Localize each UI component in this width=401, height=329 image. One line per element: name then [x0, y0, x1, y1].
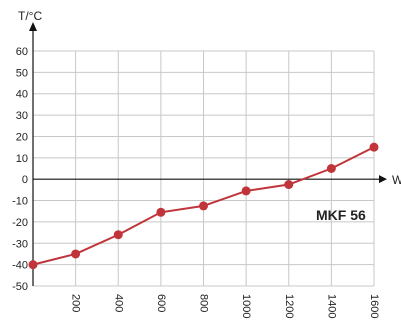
y-tick-label: -30	[12, 238, 28, 250]
y-tick-label: -40	[12, 260, 28, 272]
y-tick-label: 0	[22, 174, 28, 186]
data-point	[369, 142, 379, 152]
y-tick-label: 30	[16, 110, 28, 122]
y-tick-label: -20	[12, 217, 28, 229]
y-tick-label: -10	[12, 196, 28, 208]
data-point	[241, 186, 251, 196]
data-point	[28, 260, 38, 270]
x-tick-label: 1000	[240, 294, 252, 318]
x-axis-label: W	[392, 173, 401, 187]
y-axis-label: T/°C	[18, 9, 42, 23]
data-point	[284, 180, 294, 190]
x-tick-label: 1200	[283, 294, 295, 318]
data-point	[326, 164, 336, 173]
y-tick-label: 20	[16, 131, 28, 143]
x-tick-label: 600	[155, 294, 167, 312]
y-tick-labels: 60 50 40 30 20 10 0 -10 -20 -30 -40 -50	[12, 46, 28, 293]
chart-annotation: MKF 56	[316, 207, 366, 223]
y-tick-label: -50	[12, 281, 28, 293]
y-tick-label: 60	[16, 46, 28, 58]
x-tick-label: 400	[112, 294, 124, 312]
x-tick-label: 200	[70, 294, 82, 312]
x-tick-label: 1400	[325, 294, 337, 318]
y-tick-label: 10	[16, 153, 28, 165]
axes	[29, 22, 387, 286]
x-axis-arrow	[379, 175, 387, 184]
x-tick-labels: 200 400 600 800 1000 1200 1400 1600	[70, 294, 380, 318]
x-tick-label: 800	[198, 294, 210, 312]
data-point	[113, 230, 123, 240]
y-axis-arrow	[29, 22, 37, 31]
x-tick-label: 1600	[368, 294, 380, 318]
data-point	[156, 207, 166, 217]
data-point	[71, 249, 81, 259]
y-tick-label: 50	[16, 67, 28, 79]
data-point	[199, 201, 208, 211]
series	[28, 142, 379, 270]
y-tick-label: 40	[16, 89, 28, 101]
